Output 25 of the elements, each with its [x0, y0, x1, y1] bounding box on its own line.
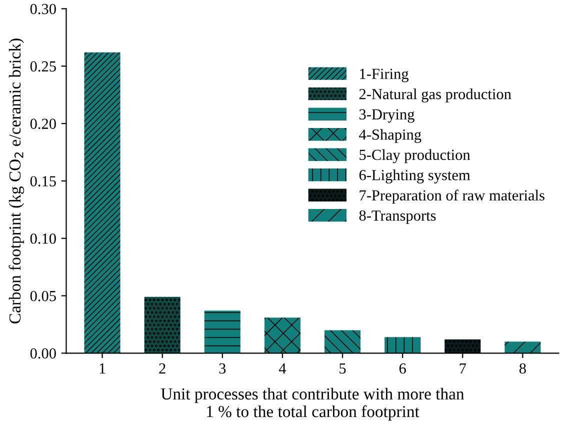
legend-label: 8-Transports — [359, 210, 436, 224]
y-tick-label: 0.20 — [30, 118, 56, 130]
y-tick-label: 0.00 — [30, 348, 56, 359]
x-tick-label: 7 — [460, 363, 466, 374]
x-axis-title: Unit processes that contribute with more than 1 % to the total carbon footprint — [161, 388, 464, 421]
x-tick-label: 5 — [340, 363, 346, 374]
x-tick-label: 6 — [399, 363, 406, 374]
x-tick-label: 4 — [278, 363, 286, 374]
legend-label: 4-Shaping — [359, 129, 422, 143]
legend-label: 7-Preparation of raw materials — [360, 190, 544, 204]
x-tick-label: 8 — [519, 363, 526, 374]
y-tick-label: 0.15 — [30, 176, 56, 186]
y-tick-label: 0.10 — [30, 233, 56, 244]
legend-label: 2-Natural gas production — [359, 88, 512, 102]
legend-label: 1-Firing — [360, 68, 409, 82]
y-axis-title: Carbon footprint (kg CO$_{2}$ e/ceramic brick) — [8, 38, 24, 324]
y-tick-label: 0.25 — [30, 61, 56, 72]
legend-label: 3-Drying — [359, 109, 414, 123]
x-tick-label: 3 — [219, 363, 226, 374]
x-tick-label: 2 — [159, 363, 166, 374]
legend-label: 5-Clay production — [360, 149, 470, 164]
y-tick-label: 0.05 — [30, 290, 56, 302]
x-tick-label: 1 — [100, 363, 106, 374]
legend-label: 6-Lighting system — [359, 170, 470, 184]
y-tick-label: 0.30 — [30, 4, 56, 14]
